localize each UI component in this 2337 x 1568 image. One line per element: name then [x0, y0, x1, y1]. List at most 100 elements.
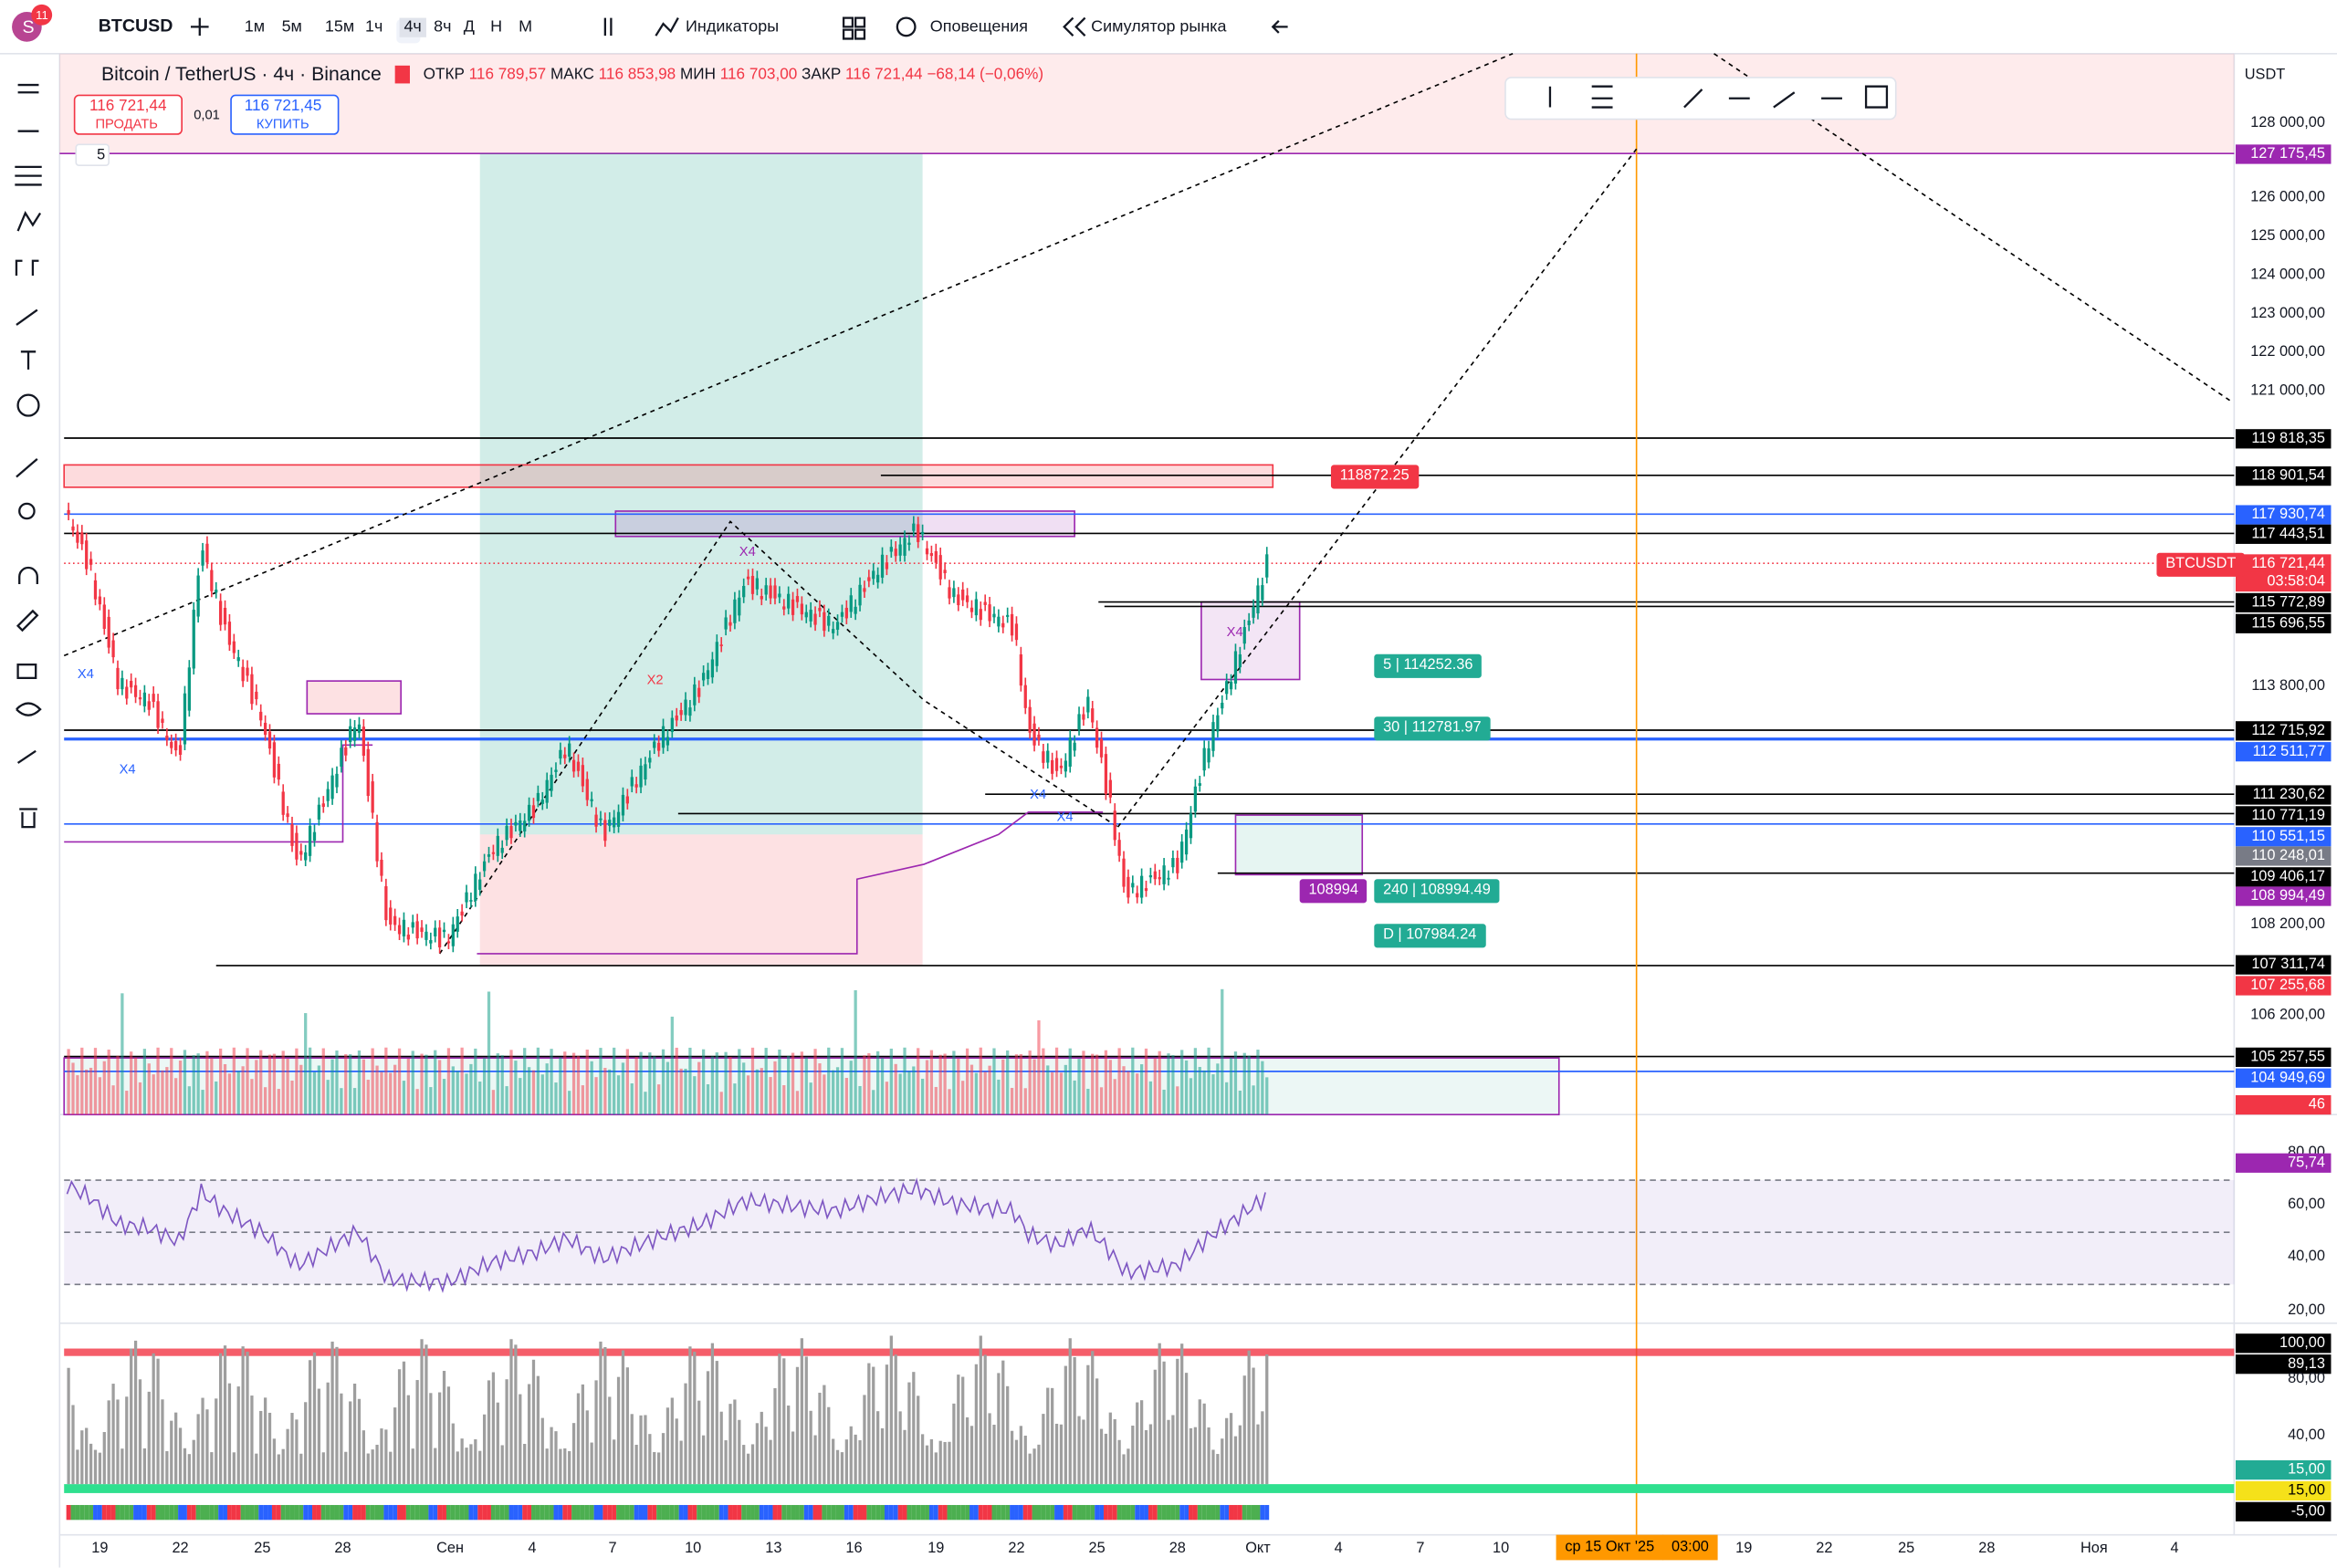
decoration — [562, 1504, 568, 1521]
decoration — [938, 555, 942, 580]
decoration — [621, 794, 625, 816]
decoration — [925, 1445, 929, 1485]
decoration — [523, 1048, 527, 1115]
decoration — [1157, 1504, 1162, 1521]
decoration — [357, 1504, 362, 1521]
decoration — [1032, 1448, 1036, 1485]
decoration — [872, 1090, 875, 1115]
decoration — [1019, 653, 1022, 686]
decoration — [241, 1346, 245, 1485]
decoration — [437, 1060, 442, 1115]
decoration — [1148, 1424, 1153, 1485]
decoration — [165, 1067, 169, 1115]
decoration — [474, 873, 477, 902]
price-label: 109 406,17 — [2235, 867, 2332, 887]
decoration — [928, 1504, 934, 1521]
decoration — [152, 1074, 155, 1115]
buy-button[interactable]: КУПИТЬ — [256, 116, 309, 131]
price-label: 40,00 — [2288, 1427, 2325, 1445]
decoration — [620, 1504, 625, 1521]
label: МАКС — [550, 65, 594, 84]
decoration — [613, 817, 616, 828]
symbol-search[interactable]: BTCUSD — [98, 15, 173, 37]
decoration — [760, 1068, 763, 1115]
decoration — [1136, 893, 1139, 898]
currency-selector[interactable]: USDT — [2244, 67, 2286, 84]
decoration — [929, 1050, 934, 1115]
decoration — [581, 765, 584, 787]
decoration — [393, 1064, 397, 1115]
sell-button[interactable]: ПРОДАТЬ — [95, 116, 158, 131]
decoration — [1148, 1504, 1153, 1521]
interval-button[interactable]: 15м — [324, 17, 355, 37]
decoration — [1139, 875, 1144, 898]
indicators-button[interactable]: Индикаторы — [686, 17, 780, 37]
replay-button[interactable]: Симулятор рынка — [1091, 17, 1227, 37]
decoration — [925, 1060, 929, 1115]
decoration — [809, 1082, 812, 1115]
decoration — [612, 1504, 617, 1521]
decoration — [1085, 1504, 1091, 1521]
interval-button[interactable]: 1м — [244, 17, 266, 37]
interval-button[interactable]: Н — [490, 17, 503, 37]
interval-button[interactable]: М — [519, 17, 533, 37]
decoration — [853, 1504, 858, 1521]
decoration — [321, 1452, 325, 1485]
decoration — [125, 1396, 129, 1485]
decoration — [613, 1439, 616, 1485]
decoration — [79, 1504, 85, 1521]
decoration — [295, 1048, 299, 1115]
collapsed-indicators[interactable]: 5 — [97, 147, 106, 164]
decoration — [1122, 1454, 1126, 1485]
decoration — [1127, 1071, 1130, 1115]
decoration — [97, 1504, 102, 1521]
decoration — [182, 1504, 187, 1521]
decoration — [835, 1067, 840, 1115]
interval-button[interactable]: 5м — [281, 17, 302, 37]
time-label: 28 — [1168, 1541, 1186, 1558]
decoration — [1041, 1504, 1046, 1521]
sell-price[interactable]: 116 721,44 — [89, 97, 167, 115]
value: 116 721,44 — [845, 65, 923, 84]
decoration — [330, 1341, 334, 1485]
interval-button[interactable]: 4ч — [399, 17, 426, 37]
alerts-button[interactable]: Оповещения — [929, 17, 1029, 37]
price-label: 117 930,74 — [2235, 505, 2332, 525]
decoration — [777, 1504, 782, 1521]
decoration — [898, 1073, 902, 1115]
decoration — [205, 543, 209, 563]
price-tag: D | 107984.24 — [1374, 924, 1486, 948]
buy-price[interactable]: 116 721,45 — [244, 97, 322, 115]
decoration — [670, 717, 674, 733]
interval-button[interactable]: 8ч — [434, 17, 452, 37]
decoration — [781, 1504, 787, 1521]
decoration — [116, 1055, 120, 1115]
interval-button[interactable]: Д — [463, 17, 475, 37]
time-label: 22 — [172, 1541, 189, 1558]
decoration — [969, 1426, 974, 1485]
decoration — [724, 617, 728, 630]
interval-button[interactable]: 1ч — [364, 17, 383, 37]
decoration — [1148, 1081, 1153, 1115]
decoration — [1014, 1504, 1019, 1521]
decoration — [951, 1504, 957, 1521]
decoration — [653, 1056, 656, 1115]
decoration — [330, 1504, 335, 1521]
decoration — [200, 1504, 205, 1521]
decoration — [142, 692, 146, 706]
decoration — [683, 1504, 688, 1521]
decoration — [911, 1504, 917, 1521]
decoration — [991, 1504, 997, 1521]
decoration — [133, 1057, 138, 1115]
decoration — [960, 1504, 966, 1521]
decoration — [375, 1444, 379, 1485]
decoration — [384, 1047, 388, 1115]
decoration — [1158, 1051, 1161, 1115]
decoration — [590, 1061, 593, 1115]
decoration — [809, 1410, 812, 1485]
avatar[interactable]: S — [22, 16, 35, 37]
price-tag: 5 | 114252.36 — [1374, 653, 1483, 678]
decoration — [170, 741, 173, 748]
decoration — [312, 831, 317, 841]
